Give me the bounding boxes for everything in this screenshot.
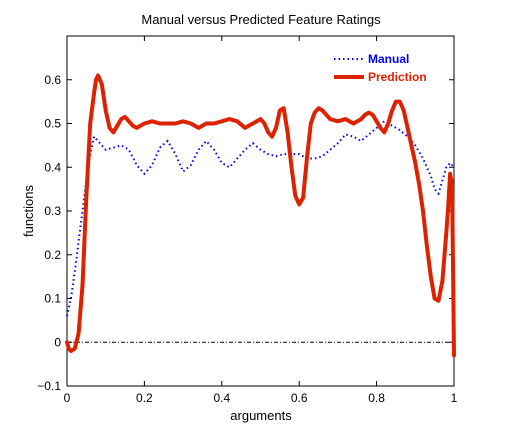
y-axis-label: functions xyxy=(21,184,36,237)
y-tick-label: 0.3 xyxy=(44,204,61,218)
x-tick-label: 1 xyxy=(451,391,458,405)
y-tick-label: 0.2 xyxy=(44,248,61,262)
y-tick-label: 0.6 xyxy=(44,73,61,87)
x-tick-label: 0.2 xyxy=(136,391,153,405)
y-tick-label: 0.1 xyxy=(44,292,61,306)
x-tick-label: 0.4 xyxy=(213,391,230,405)
series-line-manual xyxy=(66,120,455,317)
legend-label-prediction: Prediction xyxy=(368,70,427,84)
y-tick-label: 0.4 xyxy=(44,160,61,174)
plot-area xyxy=(66,35,455,387)
x-tick-label: 0.6 xyxy=(291,391,308,405)
x-axis-label: arguments xyxy=(230,408,292,423)
x-tick-label: 0.8 xyxy=(368,391,385,405)
chart-title: Manual versus Predicted Feature Ratings xyxy=(141,12,381,27)
y-tick-label: 0.5 xyxy=(44,117,61,131)
y-tick-label: 0 xyxy=(54,335,61,349)
x-tick-label: 0 xyxy=(64,391,71,405)
legend-label-manual: Manual xyxy=(368,52,409,66)
legend: Manual Prediction xyxy=(334,52,427,84)
y-axis: −0.1 0 0.1 0.2 0.3 0.4 0.5 0.6 xyxy=(37,73,454,393)
series-line-prediction xyxy=(65,73,456,358)
y-tick-label: −0.1 xyxy=(37,379,61,393)
x-axis: 0 0.2 0.4 0.6 0.8 1 xyxy=(64,36,458,405)
